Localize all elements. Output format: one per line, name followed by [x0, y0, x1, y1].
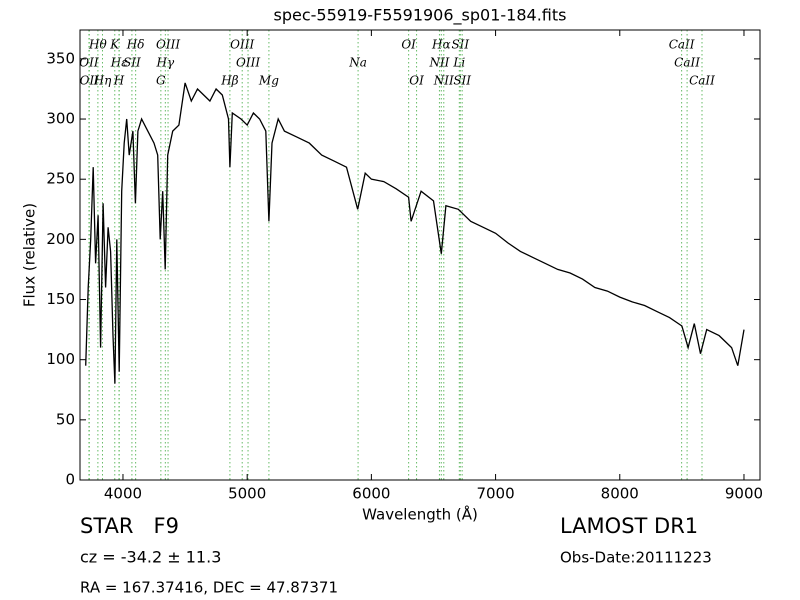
- y-tick-label: 0: [65, 471, 75, 489]
- y-tick-label: 200: [46, 230, 75, 248]
- spectral-line-label: K: [109, 38, 120, 52]
- spectral-line-label: OI: [409, 74, 424, 88]
- spectral-line-label: Hη: [93, 74, 112, 88]
- x-tick-label: 4000: [104, 485, 142, 503]
- spectral-line-label: OII: [80, 74, 100, 88]
- x-axis-label: Wavelength (Å): [362, 505, 478, 524]
- spectral-line-label: G: [156, 74, 166, 88]
- spectral-line-label: SII: [451, 38, 469, 52]
- x-tick-label: 8000: [601, 485, 639, 503]
- spectrum: [85, 82, 745, 384]
- spectral-line-label: Mg: [258, 74, 279, 88]
- x-tick-label: 7000: [476, 485, 514, 503]
- spectral-line-label: OI: [401, 38, 416, 52]
- spectral-line-label: Li: [452, 56, 465, 70]
- spectral-line-label: CaII: [689, 74, 715, 88]
- spectral-line-label: NII: [433, 74, 454, 88]
- spectral-line-label: Hδ: [126, 38, 145, 52]
- y-tick-label: 150: [46, 290, 75, 308]
- spectral-line-label: Hγ: [156, 56, 175, 70]
- spectral-line-label: CaII: [674, 56, 700, 70]
- x-tick-label: 5000: [228, 485, 266, 503]
- spectral-line-label: OIII: [156, 38, 180, 52]
- spectral-line-label: OIII: [230, 38, 254, 52]
- y-tick-label: 100: [46, 350, 75, 368]
- x-tick-label: 9000: [725, 485, 763, 503]
- spectral-line-label: Hα: [431, 38, 451, 52]
- spectral-line-label: OIII: [236, 56, 260, 70]
- spectral-line-label: SII: [453, 74, 471, 88]
- y-tick-label: 50: [56, 410, 75, 428]
- y-tick-label: 250: [46, 170, 75, 188]
- spectral-line-label: H: [113, 74, 125, 88]
- coordinates: RA = 167.37416, DEC = 47.87371: [80, 579, 338, 597]
- spectral-line-label: Hθ: [88, 38, 107, 52]
- survey: LAMOST DR1: [560, 514, 698, 538]
- spectral-line-label: NII: [428, 56, 449, 70]
- y-axis-label: Flux (relative): [21, 203, 39, 307]
- redshift: cz = -34.2 ± 11.3: [80, 548, 221, 567]
- obs-date: Obs-Date:20111223: [560, 549, 712, 567]
- object-class: STAR F9: [80, 514, 179, 538]
- spectral-line-label: SII: [123, 56, 141, 70]
- spectral-line-label: Na: [348, 56, 367, 70]
- spectral-line-label: CaII: [669, 38, 695, 52]
- y-tick-label: 350: [46, 49, 75, 67]
- chart-title: spec-55919-F5591906_sp01-184.fits: [274, 6, 567, 26]
- y-tick-label: 300: [46, 110, 75, 128]
- x-tick-label: 6000: [352, 485, 390, 503]
- plot-frame: [79, 29, 761, 481]
- spectral-line-label: Hβ: [220, 74, 238, 88]
